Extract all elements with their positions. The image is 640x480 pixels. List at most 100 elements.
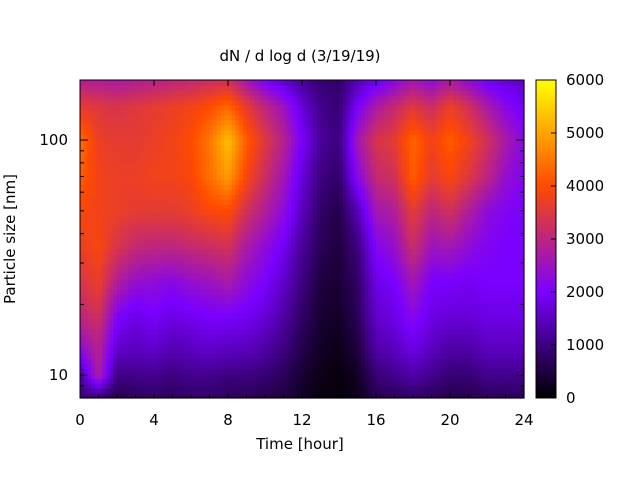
heatmap-cell bbox=[265, 263, 270, 270]
heatmap-cell bbox=[505, 283, 510, 290]
heatmap-cell bbox=[131, 199, 137, 205]
heatmap-cell bbox=[490, 368, 495, 374]
heatmap-cell bbox=[413, 318, 418, 325]
heatmap-cell bbox=[401, 209, 407, 215]
heatmap-cell bbox=[228, 338, 233, 344]
heatmap-cell bbox=[379, 328, 384, 335]
heatmap-cell bbox=[80, 378, 85, 384]
heatmap-cell bbox=[487, 363, 492, 369]
heatmap-cell bbox=[320, 243, 325, 250]
heatmap-cell bbox=[268, 388, 273, 394]
heatmap-cell bbox=[239, 263, 244, 270]
heatmap-cell bbox=[372, 358, 377, 364]
heatmap-cell bbox=[501, 393, 507, 399]
heatmap-cell bbox=[231, 383, 236, 389]
heatmap-cell bbox=[224, 333, 229, 339]
heatmap-cell bbox=[105, 194, 111, 200]
heatmap-cell bbox=[131, 328, 137, 335]
heatmap-cell bbox=[91, 388, 96, 394]
heatmap-cell bbox=[135, 308, 140, 315]
heatmap-cell bbox=[279, 229, 285, 235]
heatmap-cell bbox=[91, 383, 96, 389]
heatmap-cell bbox=[276, 293, 281, 300]
heatmap-cell bbox=[220, 338, 225, 344]
heatmap-cell bbox=[294, 338, 299, 344]
heatmap-cell bbox=[168, 224, 174, 230]
heatmap-cell bbox=[505, 373, 510, 379]
heatmap-cell bbox=[387, 258, 392, 265]
heatmap-cell bbox=[316, 189, 322, 195]
heatmap-cell bbox=[253, 368, 259, 374]
heatmap-cell bbox=[253, 239, 259, 245]
heatmap-cell bbox=[450, 328, 455, 335]
heatmap-cell bbox=[135, 338, 140, 344]
heatmap-cell bbox=[161, 308, 166, 315]
heatmap-cell bbox=[468, 248, 473, 255]
heatmap-cell bbox=[239, 194, 244, 200]
heatmap-cell bbox=[383, 194, 388, 200]
heatmap-cell bbox=[442, 263, 447, 270]
heatmap-cell bbox=[228, 348, 233, 354]
heatmap-cell bbox=[320, 224, 325, 230]
heatmap-cell bbox=[172, 373, 177, 379]
heatmap-cell bbox=[142, 368, 148, 374]
heatmap-cell bbox=[265, 248, 270, 255]
heatmap-cell bbox=[479, 383, 484, 389]
heatmap-cell bbox=[475, 258, 481, 265]
heatmap-cell bbox=[450, 353, 455, 359]
heatmap-cell bbox=[405, 363, 410, 369]
heatmap-cell bbox=[350, 214, 355, 220]
heatmap-cell bbox=[427, 313, 433, 320]
heatmap-cell bbox=[413, 214, 418, 220]
heatmap-cell bbox=[131, 239, 137, 245]
heatmap-cell bbox=[87, 209, 92, 215]
heatmap-cell bbox=[128, 234, 133, 240]
heatmap-cell bbox=[279, 338, 285, 344]
heatmap-cell bbox=[131, 268, 137, 275]
heatmap-cell bbox=[413, 288, 418, 295]
heatmap-cell bbox=[120, 378, 125, 384]
heatmap-cell bbox=[357, 263, 362, 270]
heatmap-cell bbox=[405, 288, 410, 295]
heatmap-cell bbox=[109, 368, 114, 374]
heatmap-cell bbox=[83, 348, 88, 354]
heatmap-cell bbox=[142, 318, 148, 325]
heatmap-cell bbox=[361, 353, 366, 359]
heatmap-cell bbox=[279, 303, 285, 310]
heatmap-cell bbox=[313, 189, 318, 195]
heatmap-cell bbox=[409, 268, 414, 275]
heatmap-cell bbox=[346, 393, 351, 399]
heatmap-cell bbox=[287, 199, 292, 205]
heatmap-cell bbox=[350, 229, 355, 235]
heatmap-cell bbox=[172, 368, 177, 374]
heatmap-cell bbox=[287, 189, 292, 195]
heatmap-cell bbox=[272, 273, 277, 280]
heatmap-cell bbox=[228, 258, 233, 265]
heatmap-cell bbox=[172, 219, 177, 225]
heatmap-cell bbox=[168, 308, 174, 315]
heatmap-cell bbox=[361, 383, 366, 389]
heatmap-cell bbox=[457, 204, 462, 210]
heatmap-cell bbox=[213, 303, 218, 310]
heatmap-cell bbox=[420, 204, 425, 210]
heatmap-cell bbox=[376, 234, 381, 240]
heatmap-cell bbox=[228, 368, 233, 374]
heatmap-cell bbox=[183, 303, 188, 310]
heatmap-cell bbox=[335, 239, 340, 245]
heatmap-cell bbox=[261, 328, 266, 335]
heatmap-cell bbox=[313, 323, 318, 330]
heatmap-cell bbox=[431, 303, 436, 310]
heatmap-cell bbox=[179, 253, 185, 260]
heatmap-cell bbox=[87, 343, 92, 349]
heatmap-cell bbox=[268, 338, 273, 344]
heatmap-cell bbox=[276, 253, 281, 260]
heatmap-cell bbox=[279, 373, 285, 379]
heatmap-cell bbox=[279, 224, 285, 230]
heatmap-cell bbox=[161, 194, 166, 200]
heatmap-cell bbox=[183, 253, 188, 260]
heatmap-cell bbox=[361, 273, 366, 280]
heatmap-cell bbox=[294, 253, 299, 260]
heatmap-cell bbox=[505, 383, 510, 389]
heatmap-cell bbox=[294, 378, 299, 384]
heatmap-cell bbox=[117, 253, 122, 260]
